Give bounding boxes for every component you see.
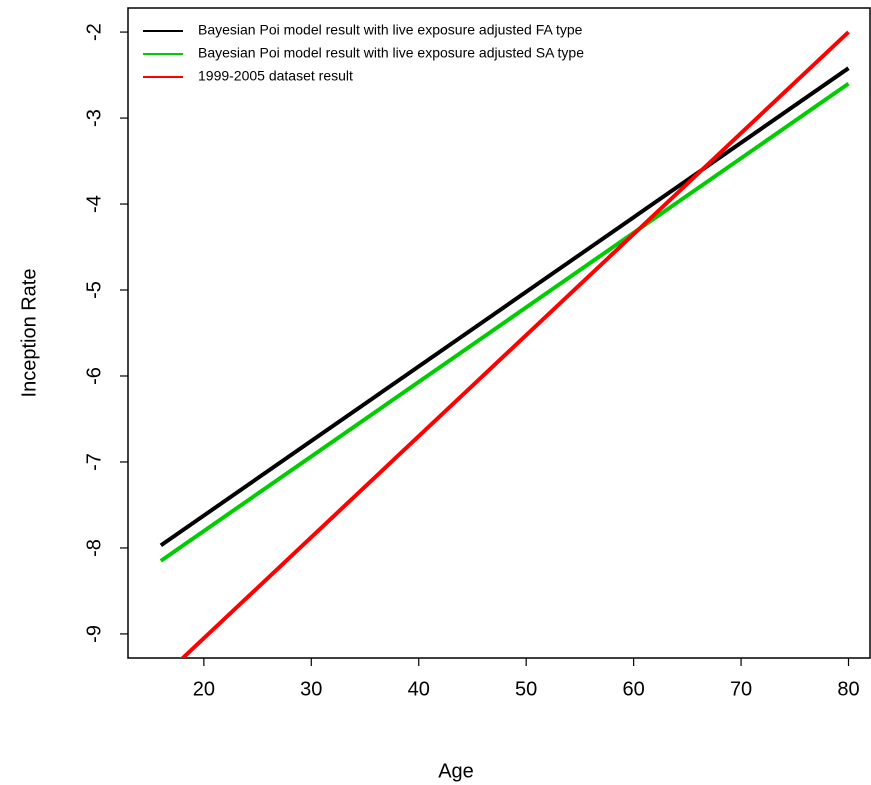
- x-tick-label: 30: [300, 678, 322, 700]
- x-tick-label: 20: [193, 678, 215, 700]
- x-axis-label: Age: [438, 760, 474, 782]
- y-tick-label: -9: [83, 625, 105, 643]
- legend-label: Bayesian Poi model result with live expo…: [198, 22, 583, 38]
- series-line: [159, 82, 850, 563]
- y-tick-label: -6: [83, 367, 105, 385]
- y-tick-label: -4: [83, 195, 105, 213]
- x-tick-label: 40: [408, 678, 430, 700]
- series-line: [179, 30, 850, 658]
- plot-area: [159, 30, 850, 658]
- y-tick-label: -3: [83, 109, 105, 127]
- y-tick-label: -2: [83, 23, 105, 41]
- x-tick-label: 50: [515, 678, 537, 700]
- series-line: [159, 66, 850, 548]
- x-tick-label: 60: [623, 678, 645, 700]
- legend-label: 1999-2005 dataset result: [198, 68, 353, 84]
- y-tick-label: -5: [83, 281, 105, 299]
- y-tick-label: -7: [83, 453, 105, 471]
- x-tick-label: 80: [837, 678, 859, 700]
- y-tick-label: -8: [83, 539, 105, 557]
- legend-label: Bayesian Poi model result with live expo…: [198, 45, 584, 61]
- plot-box: [127, 7, 871, 659]
- y-axis-label: Inception Rate: [18, 269, 40, 398]
- x-tick-label: 70: [730, 678, 752, 700]
